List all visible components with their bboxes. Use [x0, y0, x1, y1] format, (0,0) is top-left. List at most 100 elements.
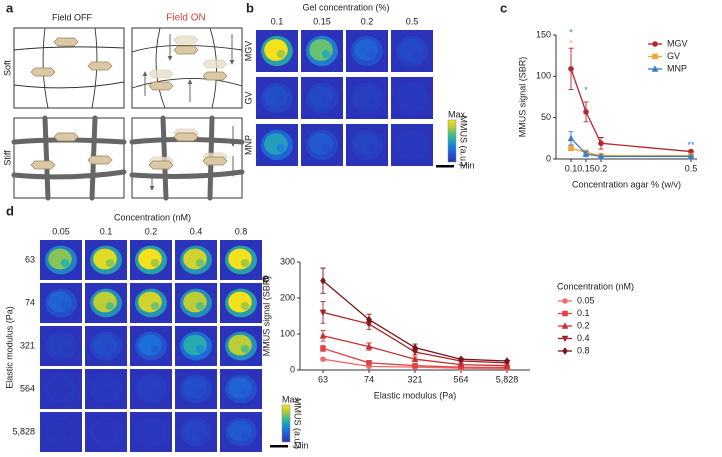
row-label: 321 [20, 340, 35, 350]
colorbar-max: Max [448, 109, 466, 119]
blob-core [93, 377, 117, 399]
colorbar-label: MMUS (a.u.) [293, 398, 303, 449]
significance: * [569, 28, 573, 38]
blob-core [399, 133, 423, 155]
blob-core [93, 291, 117, 313]
blob-core [399, 86, 423, 108]
column-label: Field ON [166, 13, 205, 24]
point [412, 343, 418, 352]
blob-core [48, 248, 72, 270]
signal-blob [351, 82, 383, 114]
y-tick-label: 200 [280, 292, 295, 302]
point [366, 315, 372, 324]
column-label: 0.1 [100, 226, 113, 236]
colorbar-label: MMUS (a.u.) [459, 115, 469, 166]
blob-core [93, 420, 117, 442]
point [504, 357, 510, 365]
blob-spot [195, 388, 205, 396]
point [366, 360, 372, 366]
blob-core [93, 334, 117, 356]
blob-core [354, 39, 378, 61]
y-axis-label: MMUS signal (SBR) [261, 276, 271, 357]
signal-blob [45, 288, 77, 318]
x-tick-label: 0.2 [595, 163, 608, 173]
blob-spot [150, 259, 160, 267]
signal-blob [90, 374, 122, 404]
row-label: GV [243, 91, 253, 104]
soft-network [13, 27, 243, 109]
y-tick-label: 0 [546, 153, 551, 163]
signal-blob [225, 245, 257, 275]
signal-blob [261, 35, 293, 67]
row-label: MNP [243, 135, 253, 155]
colorbar [281, 404, 291, 443]
blob-spot [60, 388, 70, 396]
blob-spot [240, 388, 250, 396]
blob-spot [321, 96, 331, 106]
blob-spot [150, 431, 160, 439]
force-arrows [142, 34, 236, 191]
blob-spot [150, 302, 160, 310]
blob-core [228, 420, 252, 442]
signal-blob [306, 35, 338, 67]
x-axis-label: Elastic modulus (Pa) [374, 390, 457, 400]
legend-label: 0.8 [577, 345, 590, 355]
column-label: 0.05 [52, 226, 70, 236]
scale-bar [270, 445, 288, 448]
legend-label: 0.05 [577, 295, 595, 305]
signal-blob [306, 82, 338, 114]
signal-blob [45, 417, 77, 447]
point [458, 355, 464, 363]
series-line [570, 137, 691, 158]
blob-core [138, 377, 162, 399]
signal-blob [45, 331, 77, 361]
panel-letter: d [6, 203, 14, 218]
blob-core [183, 420, 207, 442]
signal-blob [180, 331, 212, 361]
legend-marker [562, 310, 568, 317]
blob-spot [240, 345, 250, 353]
blob-core [138, 291, 162, 313]
blob-spot [276, 96, 286, 106]
signal-blob [396, 129, 428, 161]
point [598, 140, 604, 147]
panel-letter: c [500, 0, 507, 15]
colorbar-min: Min [460, 160, 475, 170]
blob-core [228, 334, 252, 356]
legend-marker [562, 298, 568, 304]
legend-label: MNP [667, 63, 687, 73]
signal-blob [180, 245, 212, 275]
column-label: Field OFF [52, 12, 93, 22]
blob-core [309, 39, 333, 61]
signal-blob [180, 374, 212, 404]
panel-letter: e [262, 270, 269, 285]
point [567, 134, 575, 142]
legend-label: 0.4 [577, 333, 590, 343]
point [320, 345, 326, 352]
point [320, 276, 326, 285]
y-tick-label: 0 [290, 364, 295, 374]
signal-blob [351, 129, 383, 161]
blob-core [228, 248, 252, 270]
signal-blob [225, 417, 257, 447]
signal-blob [225, 331, 257, 361]
point [687, 152, 695, 160]
blob-spot [195, 345, 205, 353]
blob-core [183, 291, 207, 313]
blob-core [399, 39, 423, 61]
signal-blob [225, 288, 257, 318]
blob-spot [411, 49, 421, 59]
blob-spot [366, 49, 376, 59]
y-axis-label: Elastic modulus (Pa) [4, 306, 14, 389]
blob-core [183, 334, 207, 356]
blob-spot [150, 388, 160, 396]
x-tick-label: 5,828 [496, 374, 519, 384]
point [583, 109, 589, 115]
schematic: a Field OFF Field ON Soft Stiff [2, 0, 245, 201]
blob-spot [276, 49, 286, 59]
blob-spot [321, 49, 331, 59]
blob-spot [321, 143, 331, 153]
blob-core [183, 248, 207, 270]
blob-spot [105, 388, 115, 396]
series-line [570, 147, 691, 157]
